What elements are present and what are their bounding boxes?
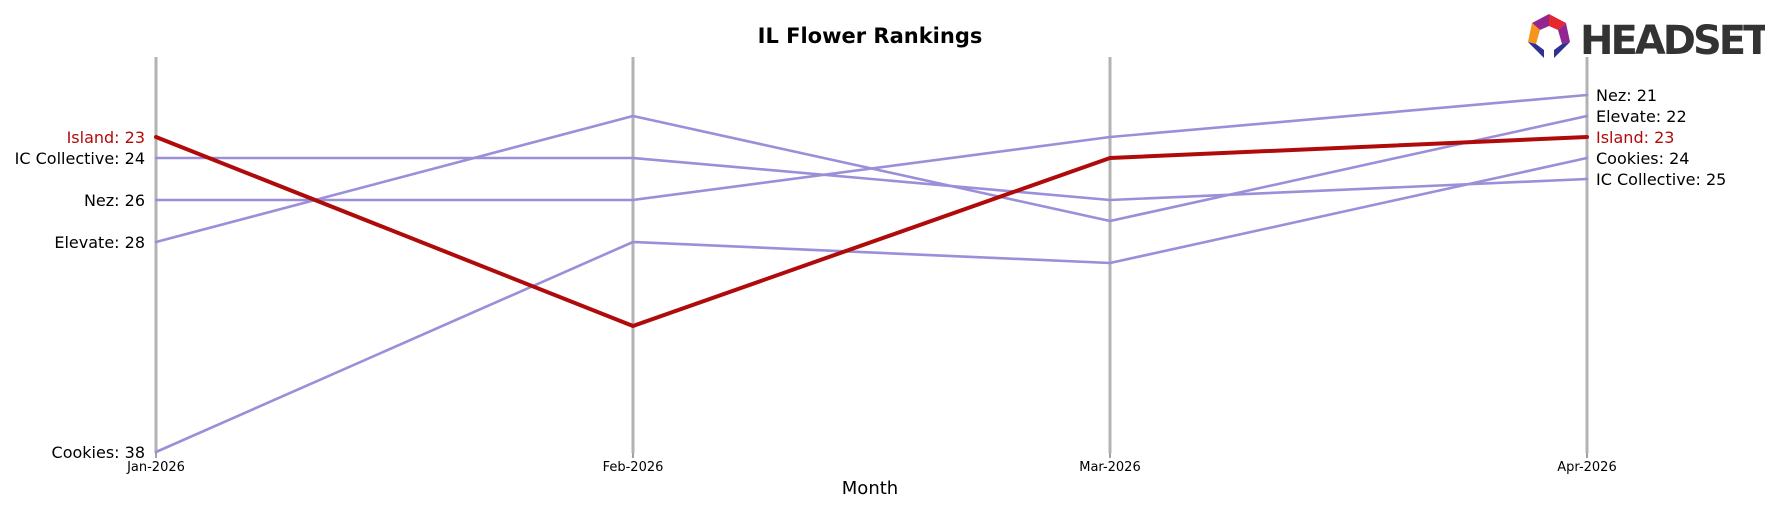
tick-label-mar-2026: Mar-2026: [1079, 460, 1140, 475]
end-label-island: Island: 23: [1596, 128, 1674, 147]
vertical-gridlines: [154, 57, 1589, 453]
series-lines: [154, 93, 1589, 454]
series-labels: Island: 23 Island: 23 IC Collective: 24 IC …: [15, 86, 1727, 462]
end-label-ic-collective: IC Collective: 25: [1596, 170, 1726, 189]
start-label-ic-collective: IC Collective: 24: [15, 149, 145, 168]
series-line-island: [154, 135, 1589, 328]
start-label-elevate: Elevate: 28: [54, 233, 145, 252]
x-axis-label: Month: [842, 478, 898, 499]
headset-logo-text: HEADSET: [1580, 18, 1765, 64]
headset-logo: HEADSET: [1528, 14, 1765, 64]
tick-label-jan-2026: Jan-2026: [126, 460, 185, 475]
series-line-elevate: [154, 114, 1589, 244]
start-label-nez: Nez: 26: [84, 191, 145, 210]
tick-label-apr-2026: Apr-2026: [1557, 460, 1616, 475]
x-axis-ticks: Jan-2026 Feb-2026 Mar-2026 Apr-2026: [126, 453, 1617, 475]
chart-title: IL Flower Rankings: [758, 24, 983, 48]
end-label-nez: Nez: 21: [1596, 86, 1657, 105]
headset-logo-mark-icon: [1528, 14, 1570, 58]
start-label-island: Island: 23: [67, 128, 145, 147]
end-label-elevate: Elevate: 22: [1596, 107, 1687, 126]
tick-label-feb-2026: Feb-2026: [603, 460, 664, 475]
end-label-cookies: Cookies: 24: [1596, 149, 1689, 168]
series-line-cookies: [154, 156, 1589, 454]
series-line-ic-collective: [154, 156, 1589, 202]
start-label-cookies: Cookies: 38: [52, 443, 145, 462]
